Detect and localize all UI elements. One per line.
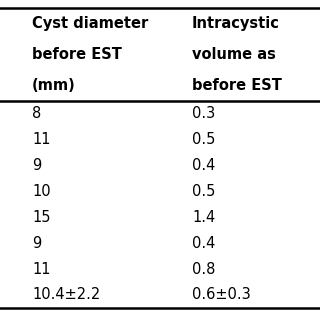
Text: before EST: before EST — [192, 78, 282, 93]
Text: 10.4±2.2: 10.4±2.2 — [32, 287, 100, 302]
Text: 0.8: 0.8 — [192, 261, 215, 276]
Text: 11: 11 — [32, 261, 51, 276]
Text: Intracystic: Intracystic — [192, 16, 280, 30]
Text: Cyst diameter: Cyst diameter — [32, 16, 148, 30]
Text: 15: 15 — [32, 210, 51, 225]
Text: 0.4: 0.4 — [192, 236, 215, 251]
Text: 0.5: 0.5 — [192, 132, 215, 147]
Text: before EST: before EST — [32, 47, 122, 62]
Text: (mm): (mm) — [32, 78, 76, 93]
Text: 10: 10 — [32, 184, 51, 199]
Text: volume as: volume as — [192, 47, 276, 62]
Text: 0.4: 0.4 — [192, 158, 215, 173]
Text: 0.6±0.3: 0.6±0.3 — [192, 287, 251, 302]
Text: 9: 9 — [32, 158, 41, 173]
Text: 9: 9 — [32, 236, 41, 251]
Text: 8: 8 — [32, 106, 41, 121]
Text: 1.4: 1.4 — [192, 210, 215, 225]
Text: 0.3: 0.3 — [192, 106, 215, 121]
Text: 11: 11 — [32, 132, 51, 147]
Text: 0.5: 0.5 — [192, 184, 215, 199]
